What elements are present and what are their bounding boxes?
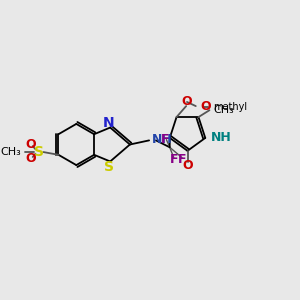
Text: F: F bbox=[161, 133, 170, 146]
Text: S: S bbox=[34, 145, 44, 158]
Text: F: F bbox=[169, 153, 178, 166]
Text: F: F bbox=[178, 153, 186, 166]
Text: O: O bbox=[182, 94, 192, 108]
Text: O: O bbox=[182, 159, 193, 172]
Text: NH: NH bbox=[211, 131, 232, 144]
Text: S: S bbox=[104, 160, 114, 174]
Text: NH: NH bbox=[152, 133, 172, 146]
Text: O: O bbox=[26, 138, 36, 151]
Text: methyl: methyl bbox=[213, 102, 247, 112]
Text: CH₃: CH₃ bbox=[0, 146, 21, 157]
Text: N: N bbox=[103, 116, 115, 130]
Text: CH₃: CH₃ bbox=[214, 105, 234, 115]
Text: O: O bbox=[200, 100, 211, 113]
Text: O: O bbox=[26, 152, 36, 165]
